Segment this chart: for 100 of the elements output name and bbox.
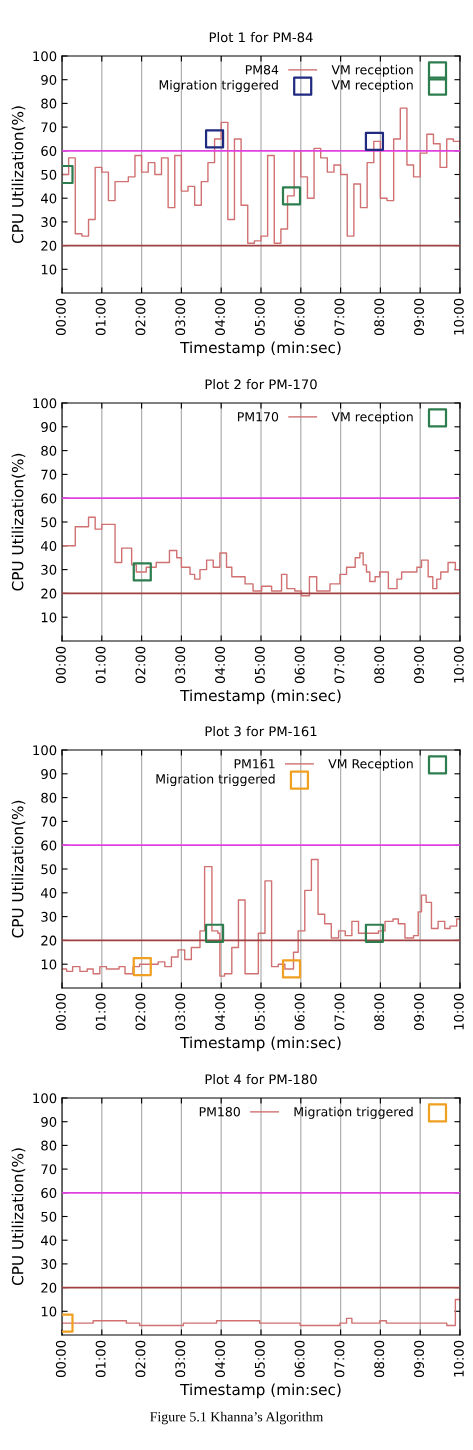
chart-title: Plot 2 for PM-170 (205, 379, 317, 390)
x-tick-label: 06:00 (294, 1340, 305, 1378)
y-tick-label: 20 (41, 240, 57, 251)
point (204, 129, 225, 149)
y-tick-label: 100 (33, 745, 57, 756)
y-tick-label: 30 (41, 911, 57, 922)
x-tick-label: 09:00 (414, 1340, 425, 1378)
y-tick-label: 20 (41, 588, 57, 599)
x-tick-label: 06:00 (294, 298, 305, 336)
point (204, 923, 225, 943)
x-tick-label: 03:00 (175, 1340, 186, 1378)
x-tick-label: 10:00 (453, 298, 464, 335)
chart-title: Plot 4 for PM-180 (205, 1074, 317, 1085)
x-tick-label: 02:00 (135, 298, 146, 336)
y-tick-label: 80 (41, 445, 57, 456)
x-tick-label: 07:00 (334, 993, 345, 1031)
y-tick-label: 50 (41, 169, 57, 180)
x-tick-label: 01:00 (95, 646, 106, 684)
y-tick-label: 20 (41, 1282, 57, 1293)
x-tick-label: 00:00 (55, 993, 66, 1031)
x-tick-label: 04:00 (215, 1340, 226, 1378)
x-tick-label: 08:00 (374, 993, 385, 1031)
y-tick-label: 60 (41, 840, 57, 851)
y-tick-label: 50 (41, 864, 57, 875)
x-axis-title: Timestamp (min:sec) (180, 1036, 341, 1052)
x-tick-label: 06:00 (294, 646, 305, 684)
x-tick-label: 07:00 (334, 1340, 345, 1378)
y-tick-label: 70 (41, 469, 57, 480)
legend-label: VM reception (331, 64, 413, 77)
chart-title: Plot 1 for PM-84 (209, 32, 313, 43)
legend-label: PM170 (237, 411, 279, 422)
y-tick-label: 30 (41, 564, 57, 575)
x-tick-label: 02:00 (135, 646, 146, 684)
point (132, 956, 152, 977)
x-axis-title: Timestamp (min:sec) (180, 341, 341, 357)
legend-label: Migration triggered (294, 1106, 413, 1119)
legend-label: VM Reception (328, 758, 413, 771)
x-tick-label: 01:00 (95, 1340, 106, 1378)
x-tick-label: 09:00 (414, 646, 425, 684)
x-tick-label: 05:00 (254, 646, 265, 684)
x-tick-label: 03:00 (175, 646, 186, 684)
legend-label: VM reception (331, 79, 413, 93)
y-tick-label: 30 (41, 1259, 57, 1270)
x-tick-label: 03:00 (175, 298, 186, 336)
y-tick-label: 40 (40, 888, 57, 898)
y-tick-label: 70 (41, 122, 57, 133)
chart-title: Plot 3 for PM-161 (205, 726, 317, 737)
x-tick-label: 09:00 (414, 993, 425, 1031)
point (364, 923, 385, 943)
x-tick-label: 02:00 (135, 993, 146, 1031)
legend-label: PM180 (199, 1106, 240, 1117)
x-tick-label: 10:00 (453, 1340, 464, 1377)
x-tick-label: 00:00 (55, 1340, 66, 1378)
x-tick-label: 08:00 (374, 646, 385, 684)
y-tick-label: 90 (41, 74, 57, 85)
x-tick-label: 10:00 (453, 993, 464, 1030)
y-tick-label: 90 (41, 769, 57, 779)
y-tick-label: 10 (41, 612, 57, 623)
y-axis-title: CPU Utilization(%) (11, 800, 26, 938)
caption: Figure 5.1 Khanna’s Algorithm (150, 1411, 324, 1425)
y-tick-label: 80 (41, 792, 57, 803)
y-tick-label: 40 (40, 1235, 57, 1246)
y-tick-label: 80 (41, 98, 57, 109)
y-tick-label: 60 (41, 493, 57, 504)
x-tick-label: 04:00 (215, 993, 226, 1031)
y-tick-label: 50 (41, 1211, 57, 1222)
x-tick-label: 08:00 (374, 1340, 385, 1378)
point (281, 959, 302, 979)
y-tick-label: 100 (33, 1093, 57, 1104)
y-tick-label: 100 (33, 51, 57, 62)
point (364, 131, 385, 151)
legend-label: VM reception (331, 411, 413, 424)
x-tick-label: 01:00 (95, 298, 106, 336)
point (281, 186, 302, 206)
x-tick-label: 00:00 (55, 298, 66, 336)
y-tick-label: 10 (41, 264, 57, 275)
y-tick-label: 70 (41, 816, 57, 827)
legend-label: PM84 (245, 64, 279, 75)
x-tick-label: 07:00 (334, 298, 345, 336)
y-tick-label: 40 (40, 541, 57, 551)
y-tick-label: 80 (41, 1140, 57, 1151)
x-tick-label: 01:00 (95, 993, 106, 1031)
x-tick-label: 08:00 (374, 298, 385, 336)
x-tick-label: 04:00 (215, 298, 226, 336)
y-tick-label: 90 (41, 1116, 57, 1127)
y-tick-label: 40 (40, 193, 57, 204)
x-tick-label: 05:00 (254, 993, 265, 1031)
y-tick-label: 50 (41, 517, 57, 528)
y-tick-label: 30 (41, 217, 57, 228)
x-tick-label: 07:00 (334, 646, 345, 684)
x-tick-label: 03:00 (175, 993, 186, 1031)
y-axis-title: CPU Utilization(%) (11, 453, 26, 591)
x-tick-label: 06:00 (294, 993, 305, 1031)
x-tick-label: 05:00 (254, 298, 265, 336)
x-axis-title: Timestamp (min:sec) (180, 689, 341, 705)
y-tick-label: 70 (41, 1164, 57, 1175)
x-axis-title: Timestamp (min:sec) (180, 1383, 341, 1399)
x-tick-label: 09:00 (414, 298, 425, 336)
legend-label: PM161 (234, 758, 275, 769)
legend-label: Migration triggered (159, 79, 278, 93)
